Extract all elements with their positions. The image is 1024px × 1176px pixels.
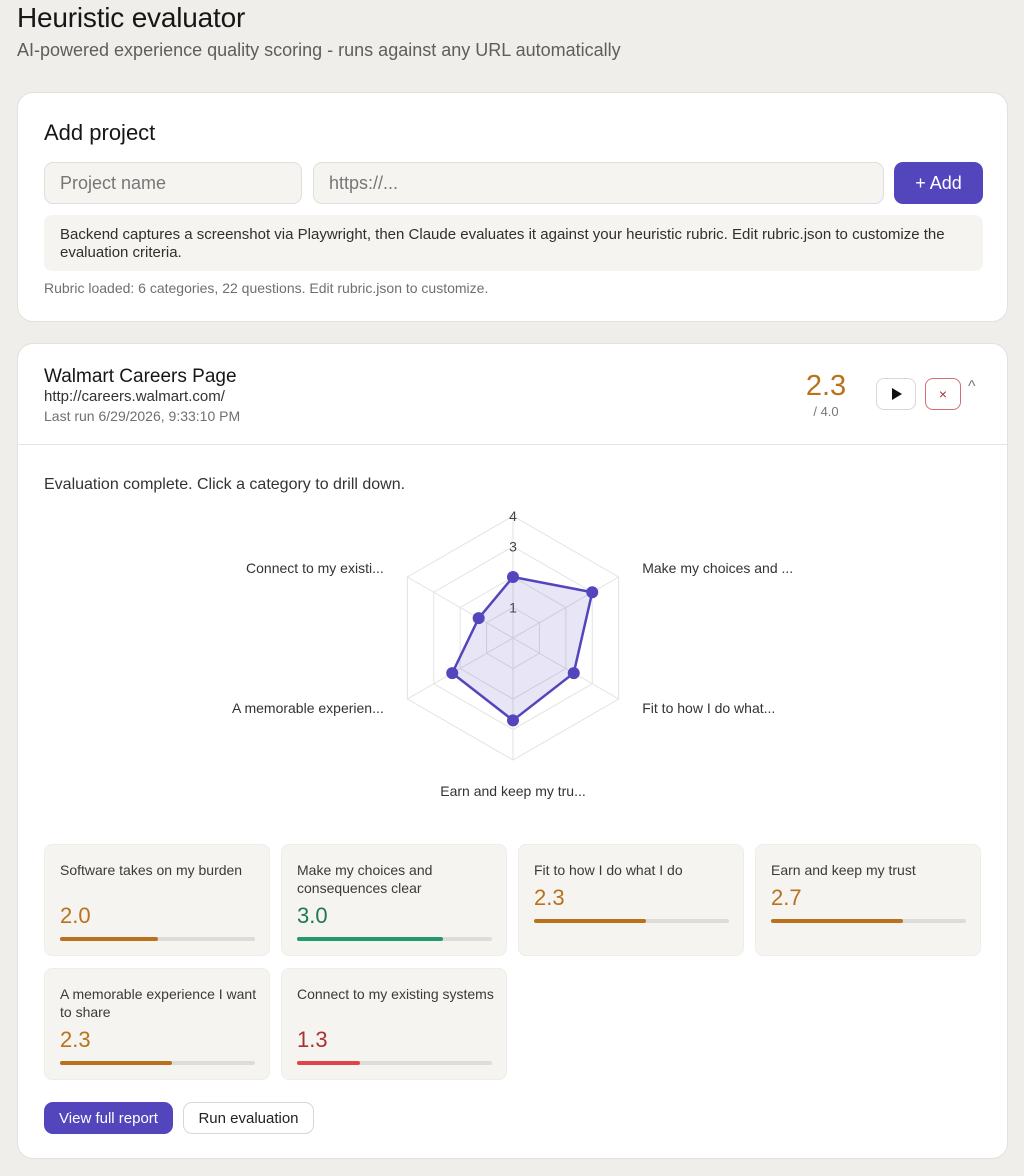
radar-data-point [507, 571, 519, 583]
project-last-run: Last run 6/29/2026, 9:33:10 PM [44, 408, 241, 424]
run-button[interactable] [876, 378, 916, 410]
divider [18, 444, 1007, 445]
radar-axis-label: Fit to how I do what... [642, 700, 775, 716]
category-card[interactable]: Make my choices and consequences clear 3.… [281, 844, 507, 956]
category-progress-bar [534, 919, 729, 923]
project-card: Walmart Careers Page http://careers.walm… [17, 343, 1008, 1159]
category-card[interactable]: Connect to my existing systems 1.3 [281, 968, 507, 1080]
radar-axis-label: Make my choices and ... [642, 560, 793, 576]
view-report-button[interactable]: View full report [44, 1102, 173, 1134]
radar-data-point [507, 714, 519, 727]
chevron-up-icon[interactable]: ^ [968, 378, 976, 395]
close-icon: × [938, 386, 948, 402]
category-card[interactable]: Earn and keep my trust 2.7 [755, 844, 981, 956]
add-project-title: Add project [44, 120, 156, 145]
radar-data-point [472, 612, 485, 625]
category-progress-fill [297, 937, 444, 941]
category-progress-fill [60, 1061, 173, 1065]
radar-spoke [512, 576, 619, 639]
category-progress-fill [534, 919, 647, 923]
category-name: Connect to my existing systems [297, 986, 494, 1002]
radar-data-point [586, 586, 599, 599]
project-name-input[interactable] [44, 162, 302, 204]
radar-spoke [407, 637, 514, 700]
category-name: Earn and keep my trust [771, 862, 916, 878]
radar-axis-label: A memorable experien... [232, 700, 384, 716]
category-card[interactable]: A memorable experience I want to share 2.… [44, 968, 270, 1080]
add-project-card: Add project + Add Backend captures a scr… [17, 92, 1008, 322]
radar-data-point [446, 667, 459, 680]
project-url-input[interactable] [313, 162, 884, 204]
radar-series-area [450, 575, 594, 722]
category-score: 3.0 [297, 903, 328, 928]
category-score: 2.3 [60, 1027, 91, 1052]
page-title: Heuristic evaluator [17, 2, 246, 33]
category-name: Fit to how I do what I do [534, 862, 683, 878]
category-progress-bar [297, 1061, 492, 1065]
category-score: 2.3 [534, 885, 565, 910]
overall-score-max: / 4.0 [813, 404, 839, 419]
run-evaluation-button[interactable]: Run evaluation [183, 1102, 314, 1134]
category-score: 2.0 [60, 903, 91, 928]
page-subtitle: AI-powered experience quality scoring - … [17, 40, 621, 60]
category-score: 2.7 [771, 885, 802, 910]
category-name: A memorable experience I want to share [60, 986, 257, 1020]
add-project-button[interactable]: + Add [894, 162, 983, 204]
radar-data-point [567, 667, 580, 680]
radar-tick-label: 1 [509, 600, 517, 616]
project-name: Walmart Careers Page [44, 366, 237, 387]
category-progress-fill [60, 937, 158, 941]
category-progress-fill [771, 919, 903, 923]
category-progress-bar [60, 937, 255, 941]
category-name: Software takes on my burden [60, 862, 243, 878]
project-url: http://careers.walmart.com/ [44, 388, 225, 405]
category-progress-bar [771, 919, 966, 923]
radar-tick-label: 3 [509, 539, 517, 555]
radar-axis-label: Connect to my existi... [246, 560, 384, 576]
category-progress-bar [60, 1061, 255, 1065]
category-score: 1.3 [297, 1027, 328, 1052]
category-progress-bar [297, 937, 492, 941]
info-box: Backend captures a screenshot via Playwr… [44, 215, 983, 271]
rubric-note: Rubric loaded: 6 categories, 22 question… [44, 280, 489, 296]
radar-spoke [512, 637, 619, 700]
category-progress-fill [297, 1061, 361, 1065]
category-card[interactable]: Software takes on my burden 2.0 [44, 844, 270, 956]
radar-chart: 134Software takes on my...Make my choice… [232, 508, 793, 799]
radar-spoke [407, 576, 514, 639]
delete-project-button[interactable]: × [925, 378, 961, 410]
evaluation-status: Evaluation complete. Click a category to… [44, 476, 406, 493]
category-card[interactable]: Fit to how I do what I do 2.3 [518, 844, 744, 956]
radar-axis-label: Earn and keep my tru... [440, 783, 586, 799]
play-icon [892, 388, 902, 400]
radar-tick-label: 4 [509, 508, 517, 524]
category-name: Make my choices and consequences clear [297, 862, 433, 896]
overall-score: 2.3 [805, 370, 847, 402]
